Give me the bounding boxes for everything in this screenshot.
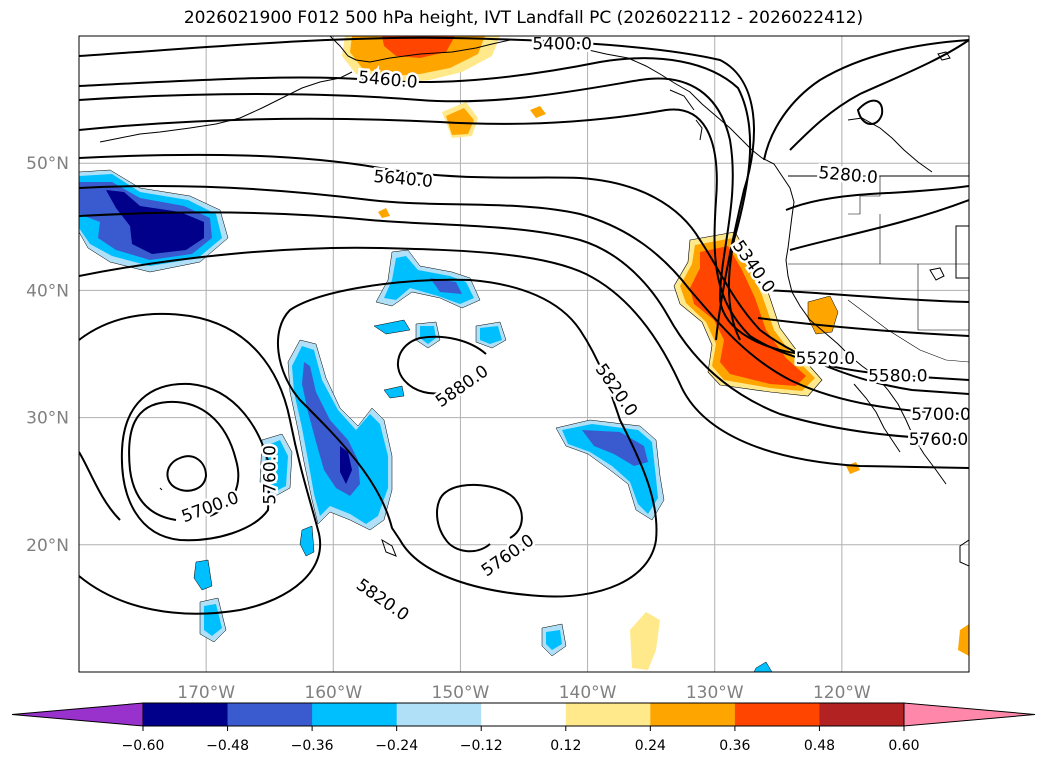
lat-tick-label: 30°N (26, 409, 69, 429)
ivt-negative-blob (299, 525, 315, 557)
axis-labels: 20°N 30°N 40°N 50°N 170°W 160°W 150°W 140°W 130°… (26, 154, 871, 703)
lon-tick-label: 170°W (177, 683, 235, 703)
ivt-negative-east (582, 430, 648, 466)
colorbar-over-extension (903, 702, 1036, 727)
contour-outer-west (79, 312, 321, 615)
lat-tick-label: 50°N (26, 154, 69, 174)
ivt-negative-blob (420, 326, 436, 344)
contour-label: 5580.0 (866, 364, 930, 389)
colorbar-under-extension (11, 702, 144, 727)
ivt-negative-central (340, 446, 352, 484)
contour-label: 5700.0 (909, 402, 970, 427)
contour-label-text: 5520.0 (796, 349, 855, 369)
contour-5760c (120, 382, 272, 542)
contour-5700c (166, 455, 208, 492)
lon-tick-label: 160°W (304, 683, 362, 703)
contour-5580 (79, 108, 969, 381)
contour-5700b (128, 400, 240, 521)
colorbar-segment (143, 703, 229, 726)
colorbar-tick-label: −0.60 (122, 738, 165, 754)
colorbar-segment (819, 703, 905, 726)
map-background (79, 36, 969, 672)
colorbar-tick-label: −0.24 (375, 738, 418, 754)
contour-5640 (79, 153, 969, 395)
ivt-positive-blob (446, 108, 474, 135)
contour-east-coast-b (789, 199, 969, 251)
colorbar-segment (312, 703, 398, 726)
colorbar-segment (650, 703, 736, 726)
contour-5460 (79, 57, 752, 341)
contour-top-east-b (763, 39, 969, 161)
lon-tick-label: 150°W (432, 683, 490, 703)
ivt-negative-blob (373, 319, 411, 335)
contour-5700a (79, 184, 969, 415)
contour-label: 5760.0 (906, 428, 969, 453)
height-contours (79, 36, 969, 615)
colorbar-tick-label: −0.36 (291, 738, 334, 754)
contour-5760b (436, 483, 523, 553)
chart-title: 2026021900 F012 500 hPa height, IVT Land… (183, 8, 864, 28)
graticule (79, 36, 969, 672)
contour-label-text: 5760.0 (261, 445, 281, 504)
colorbar-frame (142, 702, 905, 727)
lat-tick-label: 40°N (26, 281, 69, 301)
lon-tick-label: 130°W (686, 683, 744, 703)
colorbar-segment (734, 703, 820, 726)
colorbar-tick-label: −0.12 (460, 738, 503, 754)
colorbar-tick-label: −0.48 (206, 738, 249, 754)
contour-label-text: 5760.0 (909, 430, 968, 450)
lon-tick-label: 140°W (559, 683, 617, 703)
colorbar-tick-label: 0.24 (635, 738, 666, 754)
colorbar: −0.60 −0.48 −0.36 −0.24 −0.12 0.12 0.24 0.36 0.4… (11, 702, 1036, 754)
lon-tick-label: 120°W (813, 683, 871, 703)
ivt-negative-blob (193, 559, 213, 591)
ivt-negative-blob (480, 326, 502, 344)
ivt-positive-blob (958, 624, 969, 656)
contour-5760a (79, 211, 969, 441)
colorbar-tick-label: 0.60 (888, 738, 919, 754)
contour-top-east (789, 39, 969, 151)
contour-label-text: 5400.0 (532, 35, 591, 55)
contour-5820b (277, 278, 658, 598)
colorbar-segment (481, 703, 567, 726)
coastlines (99, 36, 969, 567)
contour-label: 5400.0 (530, 35, 594, 57)
ivt-negative-blob (546, 630, 562, 650)
ivt-negative-blob (383, 385, 405, 399)
contour-label-text: 5580.0 (868, 367, 927, 387)
ivt-positive-blob (530, 106, 546, 118)
contour-5820a (79, 246, 969, 469)
contour-east-coast (785, 185, 969, 211)
colorbar-segment (396, 703, 482, 726)
colorbar-segment (565, 703, 651, 726)
ivt-negative-blob (430, 278, 462, 294)
contour-label-text: 5700.0 (911, 405, 970, 425)
contour-5880 (396, 335, 487, 395)
ivt-negative-nw (106, 190, 204, 254)
colorbar-segment (227, 703, 313, 726)
contour-label: 5520.0 (793, 346, 857, 371)
ivt-negative-blob (753, 661, 773, 672)
ivt-positive-blob (378, 208, 390, 218)
lat-tick-label: 20°N (26, 536, 69, 556)
map-frame (78, 35, 970, 673)
contour-east-coast-d (757, 317, 969, 337)
colorbar-tick-label: 0.36 (719, 738, 750, 754)
colorbar-tick-label: 0.48 (804, 738, 835, 754)
contour-5400 (79, 36, 755, 341)
ivt-positive-blob (630, 612, 660, 670)
contour-edge-west (79, 451, 121, 521)
contour-5520 (79, 77, 821, 357)
colorbar-tick-label: 0.12 (550, 738, 581, 754)
contour-east-coast-c (761, 289, 969, 303)
contour-closed-east (856, 99, 884, 125)
contour-label: 5760.0 (258, 443, 283, 507)
